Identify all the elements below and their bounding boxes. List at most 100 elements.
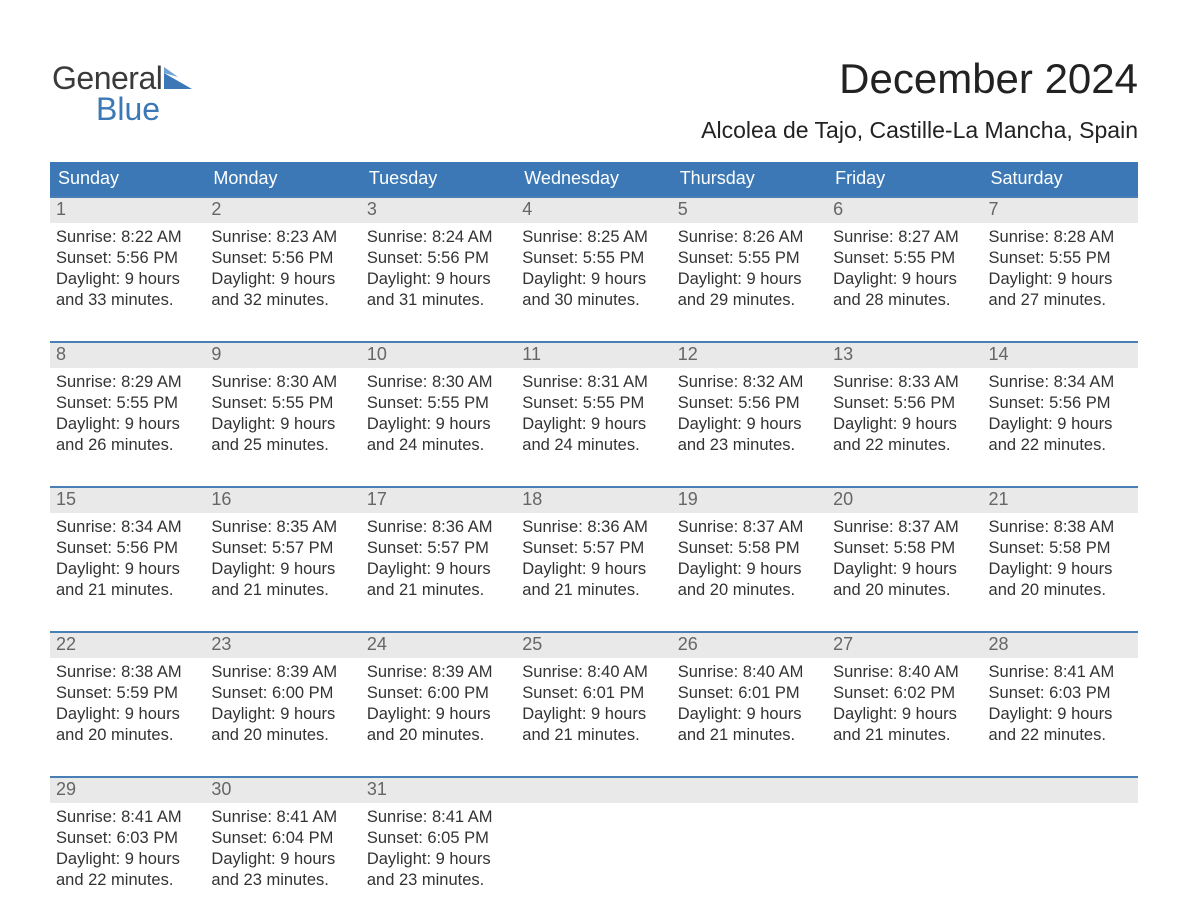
day-cell: 6Sunrise: 8:27 AMSunset: 5:55 PMDaylight…	[827, 198, 982, 313]
daylight-line-2: and 29 minutes.	[678, 290, 821, 311]
day-body: Sunrise: 8:37 AMSunset: 5:58 PMDaylight:…	[672, 513, 827, 601]
day-number: 18	[516, 488, 671, 513]
title-block: December 2024 Alcolea de Tajo, Castille-…	[50, 55, 1138, 144]
day-cell: 29Sunrise: 8:41 AMSunset: 6:03 PMDayligh…	[50, 778, 205, 893]
day-cell: 7Sunrise: 8:28 AMSunset: 5:55 PMDaylight…	[983, 198, 1138, 313]
day-cell: 1Sunrise: 8:22 AMSunset: 5:56 PMDaylight…	[50, 198, 205, 313]
day-number-empty	[983, 778, 1138, 803]
sunset-line: Sunset: 6:02 PM	[833, 683, 976, 704]
day-cell: 13Sunrise: 8:33 AMSunset: 5:56 PMDayligh…	[827, 343, 982, 458]
daylight-line-1: Daylight: 9 hours	[56, 849, 199, 870]
daylight-line-1: Daylight: 9 hours	[989, 704, 1132, 725]
day-number: 6	[827, 198, 982, 223]
daylight-line-2: and 20 minutes.	[678, 580, 821, 601]
day-body: Sunrise: 8:35 AMSunset: 5:57 PMDaylight:…	[205, 513, 360, 601]
calendar-header-row: Sunday Monday Tuesday Wednesday Thursday…	[50, 162, 1138, 196]
day-number: 14	[983, 343, 1138, 368]
daylight-line-2: and 20 minutes.	[211, 725, 354, 746]
daylight-line-1: Daylight: 9 hours	[211, 559, 354, 580]
day-cell: 16Sunrise: 8:35 AMSunset: 5:57 PMDayligh…	[205, 488, 360, 603]
day-body: Sunrise: 8:38 AMSunset: 5:58 PMDaylight:…	[983, 513, 1138, 601]
day-body: Sunrise: 8:24 AMSunset: 5:56 PMDaylight:…	[361, 223, 516, 311]
day-number: 2	[205, 198, 360, 223]
day-body: Sunrise: 8:26 AMSunset: 5:55 PMDaylight:…	[672, 223, 827, 311]
daylight-line-2: and 20 minutes.	[833, 580, 976, 601]
sunset-line: Sunset: 5:56 PM	[367, 248, 510, 269]
daylight-line-2: and 24 minutes.	[367, 435, 510, 456]
daylight-line-1: Daylight: 9 hours	[211, 849, 354, 870]
day-cell: 30Sunrise: 8:41 AMSunset: 6:04 PMDayligh…	[205, 778, 360, 893]
sunrise-line: Sunrise: 8:40 AM	[522, 662, 665, 683]
day-cell: 11Sunrise: 8:31 AMSunset: 5:55 PMDayligh…	[516, 343, 671, 458]
header-saturday: Saturday	[983, 162, 1138, 196]
sunrise-line: Sunrise: 8:41 AM	[367, 807, 510, 828]
day-cell	[672, 778, 827, 893]
day-number: 24	[361, 633, 516, 658]
sunrise-line: Sunrise: 8:30 AM	[211, 372, 354, 393]
day-cell: 28Sunrise: 8:41 AMSunset: 6:03 PMDayligh…	[983, 633, 1138, 748]
day-cell: 9Sunrise: 8:30 AMSunset: 5:55 PMDaylight…	[205, 343, 360, 458]
sunset-line: Sunset: 5:55 PM	[989, 248, 1132, 269]
sunset-line: Sunset: 5:56 PM	[678, 393, 821, 414]
day-number: 23	[205, 633, 360, 658]
daylight-line-2: and 23 minutes.	[367, 870, 510, 891]
week-row: 29Sunrise: 8:41 AMSunset: 6:03 PMDayligh…	[50, 776, 1138, 893]
daylight-line-2: and 22 minutes.	[989, 435, 1132, 456]
day-body: Sunrise: 8:34 AMSunset: 5:56 PMDaylight:…	[983, 368, 1138, 456]
sunset-line: Sunset: 5:55 PM	[522, 248, 665, 269]
daylight-line-1: Daylight: 9 hours	[367, 269, 510, 290]
day-cell	[983, 778, 1138, 893]
header-monday: Monday	[205, 162, 360, 196]
sunrise-line: Sunrise: 8:34 AM	[989, 372, 1132, 393]
day-cell: 31Sunrise: 8:41 AMSunset: 6:05 PMDayligh…	[361, 778, 516, 893]
daylight-line-1: Daylight: 9 hours	[56, 559, 199, 580]
day-cell: 10Sunrise: 8:30 AMSunset: 5:55 PMDayligh…	[361, 343, 516, 458]
day-body: Sunrise: 8:38 AMSunset: 5:59 PMDaylight:…	[50, 658, 205, 746]
sunrise-line: Sunrise: 8:41 AM	[211, 807, 354, 828]
day-cell: 2Sunrise: 8:23 AMSunset: 5:56 PMDaylight…	[205, 198, 360, 313]
daylight-line-2: and 20 minutes.	[56, 725, 199, 746]
daylight-line-1: Daylight: 9 hours	[678, 704, 821, 725]
sunset-line: Sunset: 5:55 PM	[367, 393, 510, 414]
daylight-line-1: Daylight: 9 hours	[989, 269, 1132, 290]
sunset-line: Sunset: 5:56 PM	[833, 393, 976, 414]
logo: General Blue	[52, 60, 192, 128]
day-number: 15	[50, 488, 205, 513]
sunrise-line: Sunrise: 8:28 AM	[989, 227, 1132, 248]
day-number: 9	[205, 343, 360, 368]
day-number: 21	[983, 488, 1138, 513]
daylight-line-2: and 28 minutes.	[833, 290, 976, 311]
day-cell: 23Sunrise: 8:39 AMSunset: 6:00 PMDayligh…	[205, 633, 360, 748]
day-number: 22	[50, 633, 205, 658]
sunset-line: Sunset: 5:55 PM	[833, 248, 976, 269]
day-number: 19	[672, 488, 827, 513]
sunrise-line: Sunrise: 8:38 AM	[989, 517, 1132, 538]
day-body: Sunrise: 8:27 AMSunset: 5:55 PMDaylight:…	[827, 223, 982, 311]
sunrise-line: Sunrise: 8:36 AM	[522, 517, 665, 538]
day-body: Sunrise: 8:41 AMSunset: 6:05 PMDaylight:…	[361, 803, 516, 891]
day-number: 1	[50, 198, 205, 223]
daylight-line-1: Daylight: 9 hours	[522, 704, 665, 725]
sunset-line: Sunset: 6:01 PM	[678, 683, 821, 704]
day-cell: 22Sunrise: 8:38 AMSunset: 5:59 PMDayligh…	[50, 633, 205, 748]
daylight-line-2: and 27 minutes.	[989, 290, 1132, 311]
day-cell: 14Sunrise: 8:34 AMSunset: 5:56 PMDayligh…	[983, 343, 1138, 458]
daylight-line-2: and 24 minutes.	[522, 435, 665, 456]
day-cell: 5Sunrise: 8:26 AMSunset: 5:55 PMDaylight…	[672, 198, 827, 313]
day-number: 27	[827, 633, 982, 658]
daylight-line-2: and 30 minutes.	[522, 290, 665, 311]
day-body: Sunrise: 8:39 AMSunset: 6:00 PMDaylight:…	[205, 658, 360, 746]
daylight-line-1: Daylight: 9 hours	[833, 704, 976, 725]
day-cell: 24Sunrise: 8:39 AMSunset: 6:00 PMDayligh…	[361, 633, 516, 748]
day-cell: 3Sunrise: 8:24 AMSunset: 5:56 PMDaylight…	[361, 198, 516, 313]
day-body: Sunrise: 8:31 AMSunset: 5:55 PMDaylight:…	[516, 368, 671, 456]
daylight-line-1: Daylight: 9 hours	[833, 269, 976, 290]
day-number: 28	[983, 633, 1138, 658]
day-body: Sunrise: 8:41 AMSunset: 6:04 PMDaylight:…	[205, 803, 360, 891]
day-body: Sunrise: 8:36 AMSunset: 5:57 PMDaylight:…	[361, 513, 516, 601]
sunset-line: Sunset: 5:57 PM	[522, 538, 665, 559]
daylight-line-1: Daylight: 9 hours	[522, 269, 665, 290]
day-body: Sunrise: 8:41 AMSunset: 6:03 PMDaylight:…	[983, 658, 1138, 746]
sunset-line: Sunset: 5:57 PM	[367, 538, 510, 559]
weeks-container: 1Sunrise: 8:22 AMSunset: 5:56 PMDaylight…	[50, 196, 1138, 893]
